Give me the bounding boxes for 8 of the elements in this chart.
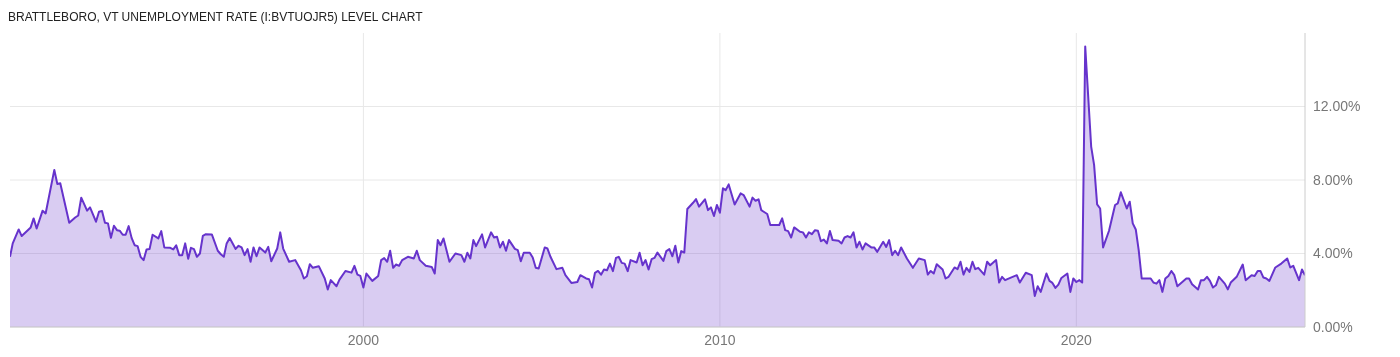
x-tick-label: 2010 (704, 331, 736, 348)
x-tick-label: 2020 (1060, 331, 1093, 348)
chart-title: BRATTLEBORO, VT UNEMPLOYMENT RATE (I:BVTUOJR5) LEVEL CHART (8, 9, 424, 26)
y-tick-label: 0.00% (1313, 318, 1353, 335)
y-tick-label: 8.00% (1313, 171, 1353, 188)
y-tick-label: 4.00% (1313, 245, 1353, 262)
x-tick-label: 2000 (347, 331, 380, 348)
y-tick-label: 12.00% (1313, 98, 1361, 115)
